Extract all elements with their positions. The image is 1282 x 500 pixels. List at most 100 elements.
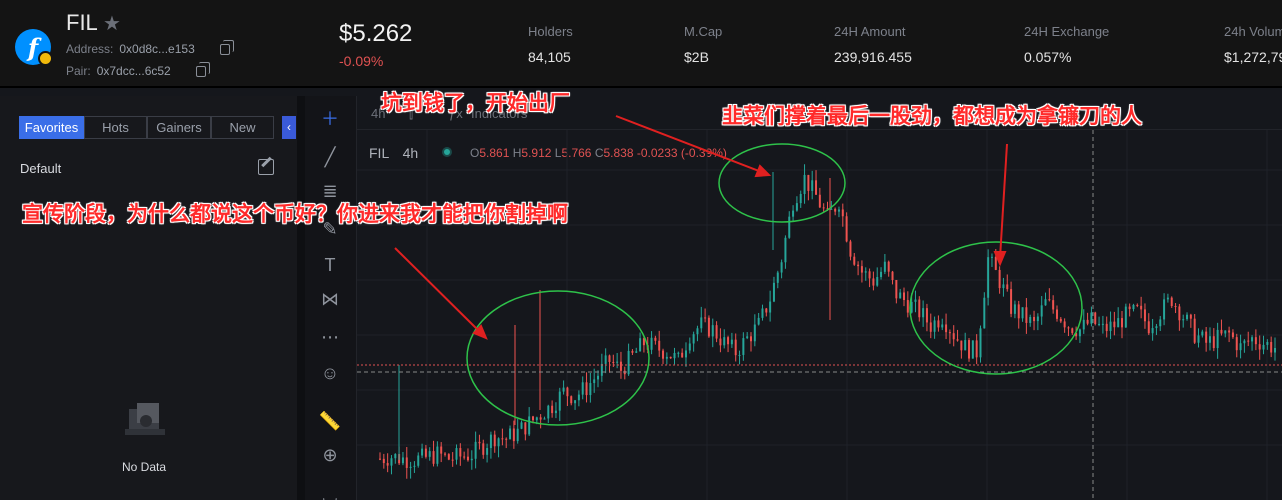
arrowhead [472, 324, 488, 340]
candle-body [570, 396, 573, 404]
candle-body [880, 271, 883, 278]
fib-tool-icon[interactable]: ≣ [322, 181, 338, 201]
stat-label: 24H Exchange [1024, 24, 1110, 39]
candle-body [715, 325, 718, 339]
candle-style-icon[interactable]: ⫿ [409, 106, 414, 121]
tabs-scroll-left-icon[interactable]: ‹ [282, 116, 296, 139]
candle-body [535, 417, 538, 421]
candle-body [910, 301, 913, 313]
brush-icon[interactable]: ✎ [322, 219, 338, 239]
candle-body [1105, 323, 1108, 332]
candle-body [574, 400, 577, 404]
crosshair-icon[interactable]: ＋ [321, 109, 339, 129]
edit-icon[interactable] [258, 159, 274, 175]
no-data-text: No Data [122, 460, 167, 474]
candle-body [822, 207, 825, 209]
candle-body [971, 340, 974, 359]
candle-body [577, 394, 580, 401]
candle-body [405, 457, 408, 468]
candle-body [1274, 348, 1276, 353]
candle-body [1075, 333, 1078, 337]
candle-body [692, 334, 695, 344]
candle-body [459, 448, 462, 457]
candle-body [1067, 327, 1070, 329]
candle-body [1189, 314, 1192, 319]
panel-divider [297, 96, 305, 500]
magnet-icon[interactable]: ◡ [322, 487, 338, 500]
candle-body [1201, 331, 1204, 336]
favorite-star-icon[interactable]: ★ [103, 13, 121, 35]
annotation-circle [466, 290, 650, 426]
candle-body [482, 443, 485, 455]
interval-button[interactable]: 4h [371, 106, 386, 121]
candle-body [876, 277, 879, 286]
pair-row: Pair: 0x7dcc...6c52 [66, 64, 171, 78]
candle-body [394, 454, 397, 459]
candle-body [837, 209, 840, 212]
price-change: -0.09% [339, 53, 384, 69]
candle-body [902, 292, 905, 301]
candle-body [597, 375, 600, 380]
candle-body [413, 465, 416, 467]
candle-body [1258, 344, 1261, 350]
copy-address-icon[interactable] [220, 40, 234, 55]
candle-body [818, 194, 821, 208]
candle-body [857, 264, 860, 267]
pattern-icon[interactable]: ⋈ [321, 289, 339, 309]
stat-value: 0.057% [1024, 49, 1072, 65]
candle-body [941, 324, 944, 328]
candle-body [1159, 319, 1162, 327]
candle-body [616, 361, 619, 363]
chart-legend: FIL 4h [369, 145, 418, 161]
candle-body [983, 297, 986, 329]
candle-body [509, 428, 512, 440]
annotation-arrow [999, 143, 1008, 259]
tab-favorites[interactable]: Favorites [19, 116, 84, 139]
indicators-button[interactable]: Indicators [471, 106, 528, 121]
tab-gainers[interactable]: Gainers [147, 116, 211, 139]
candle-body [1220, 329, 1223, 334]
tab-new[interactable]: New [211, 116, 274, 139]
tab-hots[interactable]: Hots [84, 116, 147, 139]
candle-body [914, 299, 917, 302]
ohlc-high: 5.912 [521, 146, 552, 160]
pair-value: 0x7dcc...6c52 [96, 64, 171, 78]
candle-body [409, 466, 412, 468]
candle-body [1132, 304, 1135, 310]
text-tool-icon[interactable]: T [324, 255, 336, 275]
candle-body [776, 272, 779, 283]
candle-body [1082, 319, 1085, 330]
candle-body [486, 448, 489, 455]
candle-body [1163, 299, 1166, 320]
candle-body [1216, 329, 1219, 349]
copy-pair-icon[interactable] [196, 62, 210, 77]
candle-body [704, 317, 707, 319]
legend-interval: 4h [402, 145, 419, 161]
candle-body [421, 448, 424, 456]
stat-value: 84,105 [528, 49, 571, 65]
zoom-in-icon[interactable]: ⊕ [322, 445, 338, 465]
stat-market-cap: M.Cap $2B [684, 24, 722, 65]
chart-area[interactable] [357, 96, 1282, 500]
measure-icon[interactable]: ⋯ [321, 327, 339, 347]
ruler-icon[interactable]: 📏 [318, 411, 342, 431]
emoji-icon[interactable]: ☺ [320, 363, 340, 383]
candle-body [1155, 326, 1158, 329]
stat-24h-volume: 24h Volum $1,272,79 [1224, 24, 1282, 65]
candle-body [386, 463, 389, 466]
trend-line-icon[interactable]: ╱ [324, 147, 336, 167]
candle-body [1086, 319, 1089, 324]
candle-body [1059, 318, 1062, 322]
stat-24h-exchange: 24H Exchange 0.057% [1024, 24, 1109, 65]
filecoin-icon: f [27, 33, 39, 62]
candle-body [631, 350, 634, 353]
candle-body [627, 350, 630, 375]
candle-body [1025, 307, 1028, 323]
candle-body [945, 324, 948, 333]
candle-body [830, 208, 833, 210]
indicators-icon[interactable]: ƒx [449, 106, 463, 121]
candle-body [707, 317, 710, 337]
candle-body [639, 338, 642, 352]
empty-box-icon [125, 403, 165, 435]
ohlc-c-label: C [594, 146, 604, 160]
